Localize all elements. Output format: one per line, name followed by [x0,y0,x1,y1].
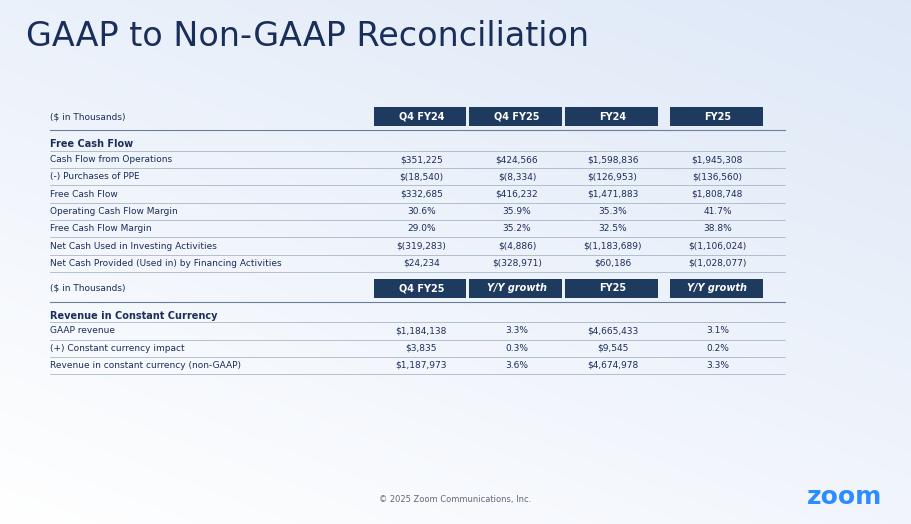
Text: $4,665,433: $4,665,433 [587,326,639,335]
Text: $1,471,883: $1,471,883 [587,190,639,199]
Text: $(319,283): $(319,283) [396,242,446,250]
Text: Free Cash Flow: Free Cash Flow [50,190,118,199]
Bar [670,279,763,298]
Bar [374,107,466,126]
Text: 29.0%: 29.0% [407,224,435,233]
Text: $(8,334): $(8,334) [497,172,537,181]
Text: $(1,106,024): $(1,106,024) [689,242,746,250]
Text: $351,225: $351,225 [400,155,443,164]
Text: Revenue in constant currency (non-GAAP): Revenue in constant currency (non-GAAP) [50,361,241,370]
Text: $(1,183,689): $(1,183,689) [583,242,642,250]
Text: Free Cash Flow: Free Cash Flow [50,139,133,149]
Text: 35.2%: 35.2% [503,224,531,233]
Text: Operating Cash Flow Margin: Operating Cash Flow Margin [50,207,178,216]
Text: $1,808,748: $1,808,748 [691,190,743,199]
Text: $(1,028,077): $(1,028,077) [688,259,747,268]
Text: $3,835: $3,835 [405,344,437,353]
Text: ($ in Thousands): ($ in Thousands) [50,112,126,122]
Bar [565,107,658,126]
Text: (-) Purchases of PPE: (-) Purchases of PPE [50,172,139,181]
Text: $1,184,138: $1,184,138 [395,326,447,335]
Text: $(136,560): $(136,560) [692,172,742,181]
Text: Y/Y growth: Y/Y growth [688,283,747,293]
Text: © 2025 Zoom Communications, Inc.: © 2025 Zoom Communications, Inc. [379,495,532,504]
Text: 0.3%: 0.3% [506,344,528,353]
Text: $(4,886): $(4,886) [497,242,537,250]
Text: $(126,953): $(126,953) [588,172,638,181]
Text: $1,598,836: $1,598,836 [587,155,639,164]
Bar [469,279,562,298]
Text: $1,187,973: $1,187,973 [395,361,447,370]
Text: Y/Y growth: Y/Y growth [487,283,547,293]
Text: 35.3%: 35.3% [599,207,627,216]
Text: FY25: FY25 [704,112,731,122]
Text: $(328,971): $(328,971) [492,259,542,268]
Text: 3.6%: 3.6% [506,361,528,370]
Bar [374,279,466,298]
Text: 35.9%: 35.9% [503,207,531,216]
Text: $1,945,308: $1,945,308 [691,155,743,164]
Text: Free Cash Flow Margin: Free Cash Flow Margin [50,224,152,233]
Bar [565,279,658,298]
Text: (+) Constant currency impact: (+) Constant currency impact [50,344,185,353]
Text: Net Cash Used in Investing Activities: Net Cash Used in Investing Activities [50,242,217,250]
Text: Q4 FY24: Q4 FY24 [399,112,444,122]
Text: $(18,540): $(18,540) [399,172,444,181]
Text: $60,186: $60,186 [594,259,631,268]
Text: 0.2%: 0.2% [706,344,729,353]
Text: $9,545: $9,545 [597,344,629,353]
Bar [670,107,763,126]
Text: 38.8%: 38.8% [703,224,732,233]
Text: $416,232: $416,232 [496,190,538,199]
Text: $332,685: $332,685 [400,190,443,199]
Text: Cash Flow from Operations: Cash Flow from Operations [50,155,172,164]
Text: zoom: zoom [806,485,882,509]
Text: $24,234: $24,234 [403,259,440,268]
Text: Q4 FY25: Q4 FY25 [399,283,444,293]
Text: GAAP revenue: GAAP revenue [50,326,115,335]
Text: Revenue in Constant Currency: Revenue in Constant Currency [50,311,218,321]
Text: FY25: FY25 [599,283,626,293]
Text: $4,674,978: $4,674,978 [587,361,639,370]
Text: 3.1%: 3.1% [706,326,729,335]
Text: Q4 FY25: Q4 FY25 [495,112,539,122]
Text: $424,566: $424,566 [496,155,538,164]
Text: 30.6%: 30.6% [407,207,435,216]
Text: Net Cash Provided (Used in) by Financing Activities: Net Cash Provided (Used in) by Financing… [50,259,281,268]
Text: 3.3%: 3.3% [506,326,528,335]
Text: GAAP to Non-GAAP Reconciliation: GAAP to Non-GAAP Reconciliation [26,20,589,53]
Text: 3.3%: 3.3% [706,361,729,370]
Text: FY24: FY24 [599,112,626,122]
Bar [469,107,562,126]
Text: 32.5%: 32.5% [599,224,627,233]
Text: 41.7%: 41.7% [703,207,732,216]
Text: ($ in Thousands): ($ in Thousands) [50,283,126,293]
